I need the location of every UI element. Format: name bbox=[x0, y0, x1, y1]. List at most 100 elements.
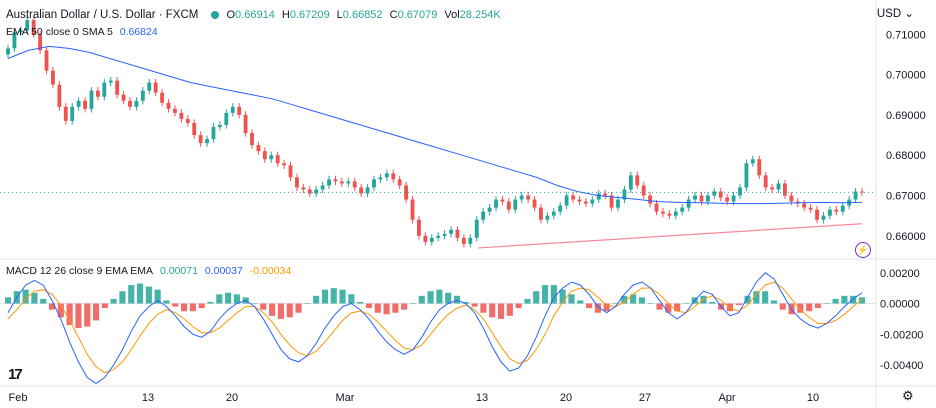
macd-histogram-bar bbox=[832, 298, 839, 304]
candle-body bbox=[603, 193, 608, 196]
macd-histogram-bar bbox=[656, 303, 663, 310]
candle-body bbox=[763, 175, 768, 188]
macd-histogram-bar bbox=[154, 289, 161, 304]
candle-body bbox=[352, 181, 357, 188]
candle-body bbox=[89, 90, 94, 109]
candle-body bbox=[179, 112, 184, 119]
candle-body bbox=[648, 195, 653, 204]
tradingview-logo[interactable]: 17 bbox=[8, 366, 23, 383]
macd-label: MACD 12 26 close 9 EMA EMA bbox=[6, 265, 154, 277]
macd-histogram-bar bbox=[665, 303, 672, 313]
candle-body bbox=[6, 48, 10, 55]
lightning-icon[interactable]: ⚡ bbox=[855, 242, 871, 258]
macd-histogram-bar bbox=[674, 303, 681, 312]
macd-histogram-bar bbox=[330, 288, 337, 304]
macd-histogram-bar bbox=[568, 294, 575, 304]
candle-body bbox=[661, 211, 665, 214]
macd-histogram-bar bbox=[841, 295, 848, 304]
candle-body bbox=[57, 84, 62, 107]
ohlc-close-label: C bbox=[389, 9, 398, 21]
candle-body bbox=[63, 106, 68, 121]
candle-body bbox=[243, 114, 248, 134]
macd-histogram-bar bbox=[304, 303, 311, 305]
macd-histogram-bar bbox=[225, 292, 232, 304]
macd-histogram-bar bbox=[550, 285, 557, 304]
candle-body bbox=[564, 195, 569, 206]
candle-body bbox=[628, 175, 633, 190]
candle-body bbox=[596, 193, 601, 200]
candle-body bbox=[455, 229, 460, 238]
candle-body bbox=[429, 237, 434, 242]
macd-histogram-bar bbox=[207, 301, 214, 304]
macd-histogram-bar bbox=[189, 303, 196, 312]
candle-body bbox=[860, 191, 864, 193]
macd-histogram-bar bbox=[286, 303, 293, 318]
macd-histogram-bar bbox=[506, 303, 513, 316]
candle-body bbox=[192, 122, 197, 136]
macd-histogram-bar bbox=[339, 289, 346, 304]
macd-histogram-bar bbox=[515, 303, 522, 309]
symbol-title: Australian Dollar / U.S. Dollar · FXCM bbox=[6, 9, 199, 21]
macd-histogram-bar bbox=[251, 303, 258, 305]
macd-histogram-bar bbox=[233, 294, 240, 304]
candle-body bbox=[725, 197, 730, 202]
macd-histogram-bar bbox=[163, 300, 170, 304]
macd-histogram-bar bbox=[357, 301, 364, 304]
candle-body bbox=[410, 199, 415, 220]
macd-histogram-bar bbox=[401, 303, 408, 310]
macd-legend[interactable]: MACD 12 26 close 9 EMA EMA 0.00071 0.000… bbox=[6, 265, 295, 277]
candle-body bbox=[217, 124, 222, 127]
macd-histogram-bar bbox=[31, 292, 38, 304]
candle-body bbox=[802, 203, 807, 208]
macd-histogram-bar bbox=[145, 286, 152, 304]
macd-histogram-bar bbox=[762, 291, 769, 304]
candle-body bbox=[789, 195, 794, 202]
candle-body bbox=[301, 187, 306, 190]
candle-body bbox=[506, 201, 511, 210]
macd-histogram-bar bbox=[806, 303, 813, 312]
ohlc-high-label: H bbox=[281, 9, 290, 21]
macd-histogram-bar bbox=[462, 301, 469, 304]
macd-histogram-bar bbox=[753, 291, 760, 304]
macd-histogram-bar bbox=[101, 303, 108, 309]
macd-value-macd: 0.00037 bbox=[204, 265, 243, 277]
candle-body bbox=[827, 209, 832, 216]
macd-histogram-bar bbox=[295, 303, 302, 313]
candle-body bbox=[18, 30, 23, 33]
macd-value-histogram: 0.00071 bbox=[159, 265, 198, 277]
macd-histogram-bar bbox=[84, 303, 91, 327]
macd-histogram-bar bbox=[726, 303, 734, 312]
candle-body bbox=[436, 235, 441, 238]
candle-body bbox=[211, 126, 216, 140]
macd-tick-label: -0.00200 bbox=[880, 329, 923, 341]
candle-body bbox=[320, 185, 325, 190]
gear-icon[interactable]: ⚙ bbox=[902, 388, 914, 403]
macd-histogram-bar bbox=[594, 303, 601, 313]
candle-body bbox=[44, 50, 49, 71]
candle-body bbox=[738, 187, 742, 196]
time-tick-label: 20 bbox=[560, 392, 572, 404]
candle-body bbox=[744, 163, 749, 188]
candle-body bbox=[153, 82, 158, 93]
price-tick-label: 0.71000 bbox=[886, 29, 926, 41]
candle-body bbox=[449, 229, 453, 234]
macd-histogram-bar bbox=[48, 303, 56, 310]
currency-selector[interactable]: USD ⌄ bbox=[877, 6, 914, 20]
ohlc-open-label: O bbox=[226, 9, 236, 21]
macd-histogram-bar bbox=[779, 303, 786, 310]
candle-body bbox=[718, 191, 723, 198]
candle-body bbox=[51, 70, 55, 85]
macd-histogram-bar bbox=[823, 303, 830, 305]
macd-histogram-bar bbox=[269, 303, 276, 316]
ema-legend[interactable]: EMA 50 close 0 SMA 5 0.66824 bbox=[6, 26, 162, 38]
candle-body bbox=[474, 219, 479, 238]
candle-body bbox=[840, 205, 845, 212]
macd-histogram-bar bbox=[453, 295, 461, 304]
candle-body bbox=[140, 90, 145, 101]
candle-body bbox=[128, 100, 132, 107]
macd-histogram-bar bbox=[321, 289, 329, 304]
macd-line bbox=[7, 272, 863, 385]
macd-histogram-bar bbox=[612, 303, 619, 305]
